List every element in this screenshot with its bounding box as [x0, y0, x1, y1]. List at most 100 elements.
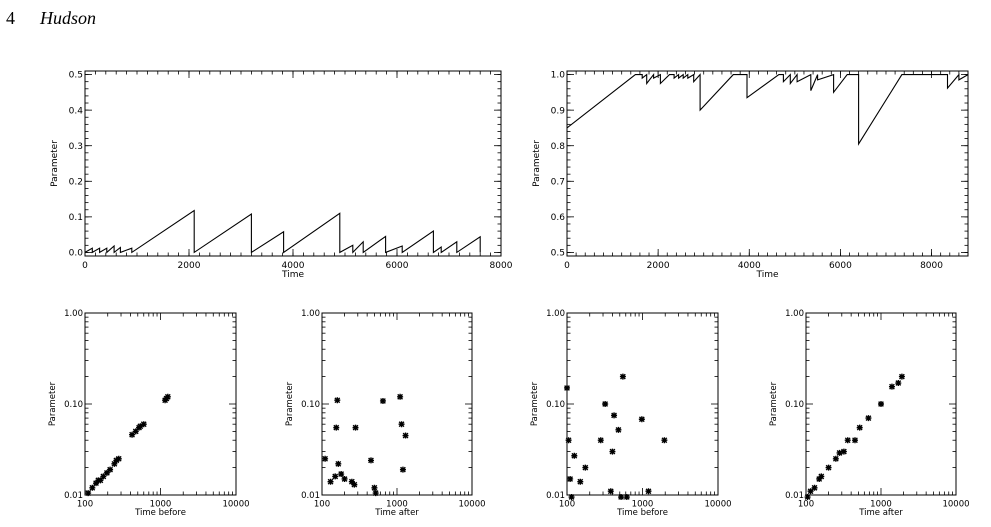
- data-point: [334, 397, 341, 404]
- x-axis-label: Time: [755, 270, 778, 280]
- bottom-plot-2: 100 1000 10000 0.01 0.10 1.00 Time after Parame…: [285, 309, 486, 518]
- data-point: [89, 484, 96, 491]
- data-point: [333, 424, 340, 431]
- data-point: [865, 415, 872, 422]
- data-point: [851, 437, 858, 444]
- y-tick-label: 1.00: [64, 309, 83, 319]
- y-tick-label: 0.7: [551, 177, 565, 187]
- data-point: [623, 494, 630, 501]
- data-point: [399, 466, 406, 473]
- data-point: [836, 449, 843, 456]
- data-point: [115, 455, 122, 462]
- y-tick-label: 0.0: [69, 249, 84, 259]
- data-point: [804, 494, 811, 501]
- x-tick-label: 1000: [150, 500, 172, 510]
- y-tick-label: 0.3: [69, 142, 83, 152]
- x-tick-label: 1000: [870, 500, 892, 510]
- y-tick-label: 0.01: [785, 491, 804, 501]
- data-point: [335, 460, 342, 467]
- data-point: [327, 478, 334, 485]
- x-tick-label: 10000: [942, 500, 969, 510]
- x-tick-label: 100: [798, 500, 814, 510]
- data-point: [85, 490, 92, 497]
- x-tick-label: 8000: [490, 261, 513, 271]
- bottom-plot-4: 100 1000 10000 0.01 0.10 1.00 Time after Parame…: [769, 309, 970, 518]
- x-tick-label: 2000: [647, 261, 670, 271]
- data-point: [597, 437, 604, 444]
- data-point: [618, 494, 625, 501]
- x-tick-label: 2000: [178, 261, 201, 271]
- y-tick-label: 0.4: [69, 106, 84, 116]
- x-tick-label: 4000: [738, 261, 761, 271]
- x-tick-label: 6000: [829, 261, 852, 271]
- y-axis-label: Parameter: [285, 381, 295, 426]
- x-tick-label: 6000: [386, 261, 409, 271]
- y-tick-label: 0.1: [69, 213, 83, 223]
- y-tick-label: 0.10: [64, 400, 83, 410]
- y-tick-label: 0.10: [785, 400, 804, 410]
- plot-frame: [84, 70, 502, 257]
- y-tick-label: 0.6: [551, 213, 566, 223]
- y-axis-label: Parameter: [532, 140, 542, 187]
- data-point: [97, 477, 104, 484]
- data-point: [818, 473, 825, 480]
- y-tick-label: 0.01: [301, 491, 320, 501]
- top-left-plot: 0 2000 4000 6000 8000 0.0 0.1 0.2 0.3 0.4 0.5 Time P…: [50, 70, 513, 280]
- data-point: [371, 484, 378, 491]
- data-point: [825, 464, 832, 471]
- data-point: [895, 380, 902, 387]
- top-right-plot: 0 2000 4000 6000 8000 0.5 0.6 0.7 0.8 0.9 1.0 Time P…: [532, 70, 969, 280]
- y-tick-label: 1.00: [785, 309, 804, 319]
- page-number: 4: [6, 8, 15, 28]
- x-tick-label: 100: [314, 500, 330, 510]
- data-point: [164, 393, 171, 400]
- bottom-plot-1: 100 1000 10000 0.01 0.10 1.00 Time before Param…: [48, 309, 250, 518]
- data-point: [322, 455, 329, 462]
- data-point: [402, 432, 409, 439]
- data-point: [100, 473, 107, 480]
- data-point: [352, 424, 359, 431]
- data-point: [645, 488, 652, 495]
- x-tick-label: 0: [564, 261, 570, 271]
- x-tick-label: 10000: [704, 500, 731, 510]
- data-point: [341, 475, 348, 482]
- x-tick-label: 8000: [920, 261, 943, 271]
- data-point: [878, 401, 884, 407]
- y-tick-label: 0.9: [551, 106, 566, 116]
- data-point: [582, 464, 589, 471]
- data-point: [856, 424, 863, 431]
- y-axis-label: Parameter: [769, 381, 779, 426]
- data-point: [607, 488, 614, 495]
- plot-frame: [566, 70, 969, 257]
- data-point: [832, 455, 839, 462]
- data-point: [571, 452, 578, 459]
- x-tick-label: 0: [82, 261, 88, 271]
- data-point: [807, 488, 814, 495]
- x-axis-label: Time after: [858, 508, 903, 518]
- bottom-plot-3: 100 1000 10000 0.01 0.10 1.00 Time before Param…: [530, 309, 732, 518]
- data-point: [840, 448, 847, 455]
- y-tick-label: 0.01: [546, 491, 565, 501]
- y-axis-label: Parameter: [50, 140, 60, 187]
- x-tick-label: 1000: [632, 500, 654, 510]
- running-author: Hudson: [40, 8, 97, 28]
- data-point: [577, 478, 584, 485]
- data-point: [351, 481, 358, 488]
- y-tick-label: 0.01: [64, 491, 83, 501]
- x-axis-label: Time before: [134, 508, 186, 518]
- data-point: [129, 431, 136, 438]
- data-point: [397, 393, 404, 400]
- x-tick-label: 100: [559, 500, 575, 510]
- data-point: [367, 457, 374, 464]
- data-point: [619, 373, 626, 380]
- x-tick-label: 100: [77, 500, 93, 510]
- y-axis-label: Parameter: [48, 381, 58, 426]
- data-point: [661, 437, 668, 444]
- plot-frame: [566, 312, 719, 496]
- y-tick-label: 1.0: [551, 71, 566, 81]
- data-point: [338, 471, 345, 478]
- data-point: [568, 494, 575, 501]
- x-tick-label: 10000: [458, 500, 485, 510]
- data-point: [888, 383, 895, 390]
- data-point: [567, 475, 574, 482]
